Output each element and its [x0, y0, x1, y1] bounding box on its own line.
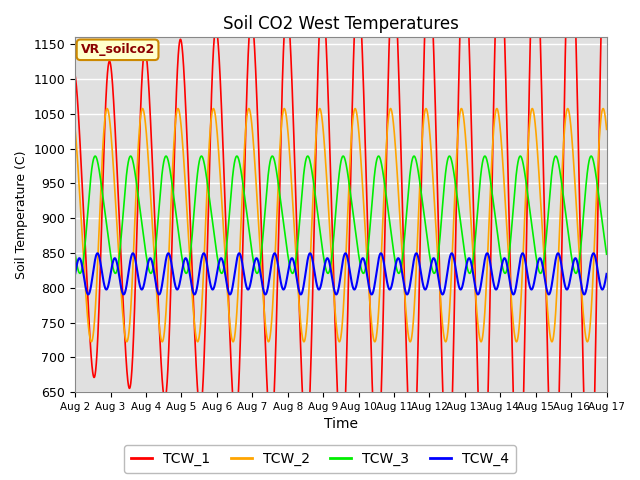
TCW_4 [508, 290, 516, 296]
TCW_2 [508, 308, 516, 313]
TCW_2 [390, 126, 398, 132]
TCW_2 [417, 160, 425, 166]
Line: TCW_4: TCW_4 [75, 253, 607, 294]
TCW_3 [603, 252, 611, 257]
TCW_2 [71, 126, 79, 132]
TCW_4 [417, 269, 425, 275]
TCW_2 [275, 180, 282, 186]
TCW_2 [468, 231, 476, 237]
TCW_3 [390, 252, 398, 258]
TCW_2 [300, 339, 308, 345]
TCW_1 [508, 344, 516, 350]
Text: VR_soilco2: VR_soilco2 [81, 43, 155, 56]
TCW_4 [191, 291, 198, 297]
TCW_3 [417, 188, 425, 193]
TCW_1 [275, 248, 282, 253]
Title: Soil CO2 West Temperatures: Soil CO2 West Temperatures [223, 15, 459, 33]
TCW_3 [508, 217, 516, 223]
TCW_3 [198, 153, 205, 159]
TCW_4 [275, 264, 282, 270]
Line: TCW_1: TCW_1 [75, 0, 607, 480]
X-axis label: Time: Time [324, 418, 358, 432]
TCW_4 [390, 271, 398, 277]
TCW_4 [71, 271, 79, 277]
TCW_3 [71, 252, 79, 257]
TCW_2 [168, 185, 175, 191]
TCW_2 [529, 106, 536, 111]
TCW_1 [168, 252, 175, 258]
TCW_1 [417, 210, 424, 216]
TCW_3 [168, 179, 175, 184]
TCW_4 [168, 262, 175, 268]
Line: TCW_2: TCW_2 [75, 108, 607, 342]
TCW_3 [324, 271, 332, 276]
TCW_3 [275, 181, 282, 187]
TCW_2 [603, 126, 611, 132]
TCW_4 [603, 271, 611, 277]
TCW_4 [483, 251, 491, 256]
Line: TCW_3: TCW_3 [75, 156, 607, 274]
TCW_3 [468, 265, 476, 271]
Legend: TCW_1, TCW_2, TCW_3, TCW_4: TCW_1, TCW_2, TCW_3, TCW_4 [124, 445, 516, 473]
TCW_1 [71, 72, 79, 78]
Y-axis label: Soil Temperature (C): Soil Temperature (C) [15, 150, 28, 279]
TCW_1 [468, 134, 476, 140]
TCW_4 [468, 263, 476, 268]
